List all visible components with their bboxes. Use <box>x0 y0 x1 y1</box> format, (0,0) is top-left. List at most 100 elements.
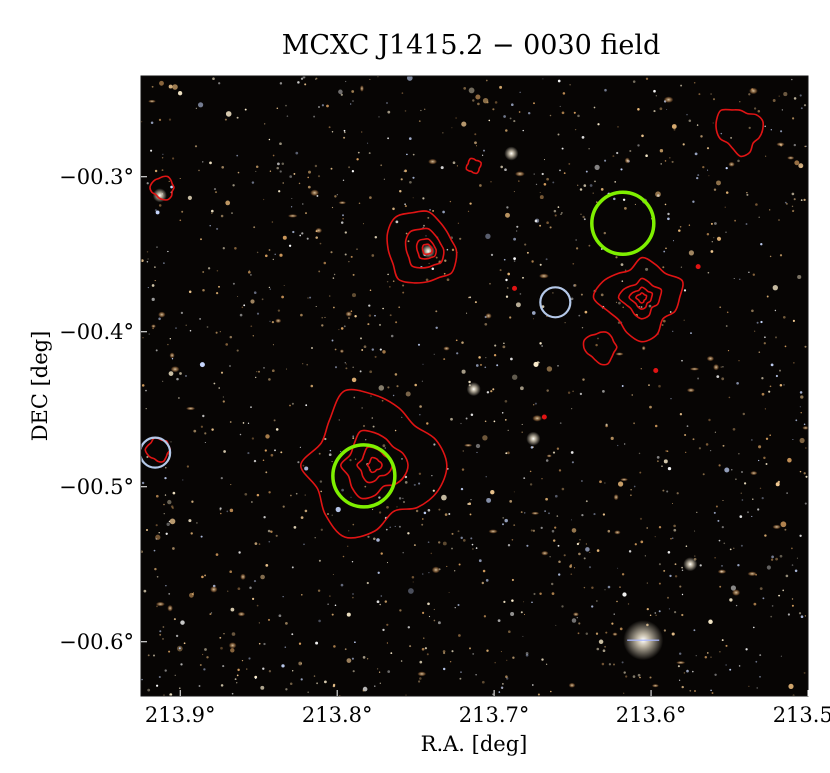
star <box>585 170 588 173</box>
star <box>474 141 477 145</box>
star <box>271 221 274 223</box>
star <box>199 362 205 368</box>
galaxy <box>428 158 438 165</box>
star <box>331 339 334 342</box>
star <box>752 273 755 276</box>
star <box>494 101 498 104</box>
star <box>229 335 233 339</box>
star <box>369 196 372 199</box>
star <box>345 367 348 370</box>
star <box>368 304 371 307</box>
star <box>695 655 697 657</box>
star <box>694 690 696 692</box>
star <box>378 496 381 499</box>
star <box>722 499 724 502</box>
star <box>513 237 516 241</box>
star <box>758 216 760 219</box>
star <box>386 562 389 564</box>
star <box>529 483 533 486</box>
star <box>191 592 195 596</box>
star <box>306 363 309 366</box>
star <box>525 653 529 657</box>
star <box>713 511 716 514</box>
galaxy <box>167 604 173 612</box>
star <box>640 368 642 370</box>
star <box>781 109 783 111</box>
star <box>792 117 795 120</box>
star <box>475 547 478 549</box>
star <box>779 369 781 372</box>
star <box>793 362 795 364</box>
star <box>578 314 581 317</box>
star <box>613 613 615 615</box>
emission-contour <box>628 286 654 310</box>
star <box>232 282 235 285</box>
star <box>523 477 526 479</box>
star <box>704 655 708 659</box>
star <box>570 573 573 576</box>
star <box>775 557 778 561</box>
star <box>681 569 684 572</box>
star <box>655 614 657 616</box>
star <box>685 545 688 547</box>
star <box>218 387 220 389</box>
star <box>509 117 512 120</box>
star <box>304 83 307 86</box>
star <box>372 508 374 511</box>
star <box>805 145 807 147</box>
star <box>421 523 424 526</box>
star <box>146 455 149 459</box>
green-circle-marker <box>331 443 397 509</box>
star <box>241 659 244 662</box>
star <box>419 677 422 680</box>
star <box>715 505 718 508</box>
star <box>418 482 421 485</box>
star <box>775 374 778 378</box>
star <box>804 345 807 348</box>
emission-contour <box>715 108 765 158</box>
star <box>541 305 545 308</box>
star <box>692 200 695 203</box>
star <box>521 431 523 433</box>
star <box>459 237 462 240</box>
star <box>778 95 780 97</box>
star <box>504 399 508 403</box>
star <box>725 325 728 327</box>
star <box>699 564 702 567</box>
star <box>382 444 386 448</box>
star <box>297 81 300 84</box>
star <box>620 263 624 266</box>
star <box>577 184 579 186</box>
star <box>494 661 496 664</box>
star <box>655 95 657 97</box>
star <box>646 527 649 529</box>
star <box>557 133 560 136</box>
star <box>386 280 389 283</box>
star <box>344 362 346 364</box>
star <box>315 77 318 80</box>
star <box>352 593 354 595</box>
star <box>578 552 581 556</box>
star <box>730 136 733 139</box>
star <box>428 262 430 265</box>
star <box>574 128 577 131</box>
star <box>799 391 803 394</box>
star <box>745 223 748 225</box>
star <box>158 675 161 679</box>
star <box>494 344 497 347</box>
star <box>506 206 509 209</box>
star <box>300 77 304 80</box>
star <box>648 384 650 386</box>
star <box>791 604 794 607</box>
star <box>268 138 271 141</box>
emission-contour <box>340 429 409 500</box>
star <box>594 164 600 170</box>
galaxy <box>539 273 549 279</box>
star <box>712 122 714 124</box>
star <box>617 444 619 447</box>
star <box>220 684 224 687</box>
bright-source <box>466 382 481 397</box>
star <box>432 209 435 212</box>
star <box>353 396 356 399</box>
star <box>554 526 557 529</box>
